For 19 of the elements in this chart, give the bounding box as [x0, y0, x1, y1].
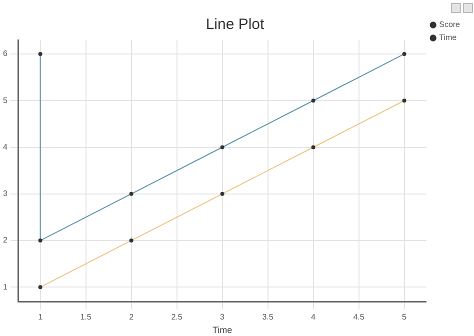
- x-tick-label: 3.5: [262, 312, 274, 322]
- y-tick-label: 5: [2, 96, 8, 105]
- x-tick-label: 1: [38, 312, 44, 322]
- chart-title: Line Plot: [206, 16, 266, 34]
- y-tick-label: 1: [2, 282, 8, 292]
- legend-label: Score: [439, 20, 461, 30]
- y-tick-label: 3: [2, 189, 8, 198]
- x-tick-label: 2: [129, 312, 134, 322]
- legend-label: Time: [439, 33, 458, 42]
- x-tick-label: 2.5: [171, 312, 183, 322]
- x-axis-title: Time: [212, 325, 232, 336]
- y-tick-label: 4: [2, 142, 8, 152]
- x-tick-label: 1.5: [80, 312, 92, 322]
- x-tick-label: 4.5: [353, 312, 365, 322]
- x-tick-label: 4: [311, 312, 316, 322]
- y-tick-label: 6: [2, 49, 8, 58]
- x-tick-label: 5: [402, 312, 408, 322]
- y-tick-label: 2: [2, 236, 8, 245]
- x-tick-label: 3: [220, 312, 226, 322]
